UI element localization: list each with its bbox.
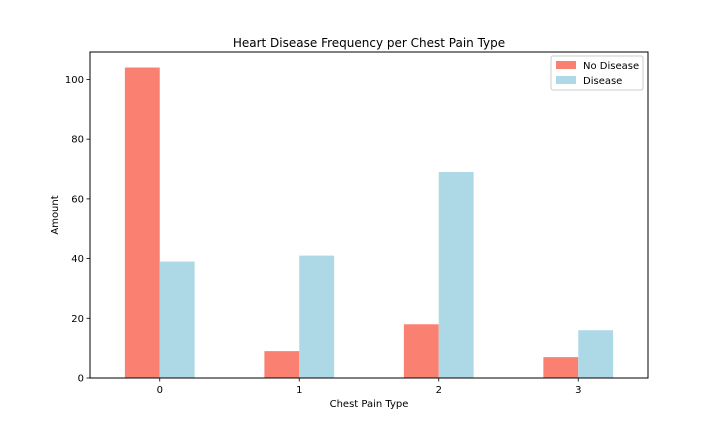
chart-title: Heart Disease Frequency per Chest Pain T… [233, 36, 505, 50]
x-tick-label: 2 [436, 385, 442, 396]
bar-disease-0 [159, 261, 195, 378]
bars-group [124, 67, 614, 379]
y-axis-label: Amount [50, 195, 61, 234]
y-tick-label: 80 [71, 135, 84, 146]
legend-label: Disease [583, 76, 622, 87]
x-axis: 0 1 2 3 [157, 378, 581, 396]
x-tick-label: 0 [157, 385, 163, 396]
x-tick-label: 1 [296, 385, 302, 396]
x-tick-label: 3 [575, 385, 581, 396]
y-tick-label: 20 [71, 314, 84, 325]
bar-disease-2 [438, 172, 474, 378]
y-tick-label: 100 [65, 75, 84, 86]
legend: No Disease Disease [550, 55, 644, 91]
x-axis-label: Chest Pain Type [330, 399, 409, 410]
bar-no-disease-1 [264, 351, 300, 378]
bar-no-disease-3 [543, 357, 579, 378]
legend-label: No Disease [583, 61, 639, 72]
y-tick-label: 60 [71, 194, 84, 205]
y-tick-label: 40 [71, 254, 84, 265]
plot-frame [89, 51, 649, 379]
legend-swatch [556, 76, 576, 84]
bar-disease-1 [299, 255, 335, 378]
y-tick-label: 0 [78, 374, 84, 385]
legend-swatch [556, 61, 576, 69]
bar-disease-3 [578, 330, 614, 378]
bar-no-disease-2 [403, 324, 439, 378]
y-axis: 0 20 40 60 80 100 [65, 75, 90, 385]
bar-no-disease-0 [124, 67, 160, 379]
